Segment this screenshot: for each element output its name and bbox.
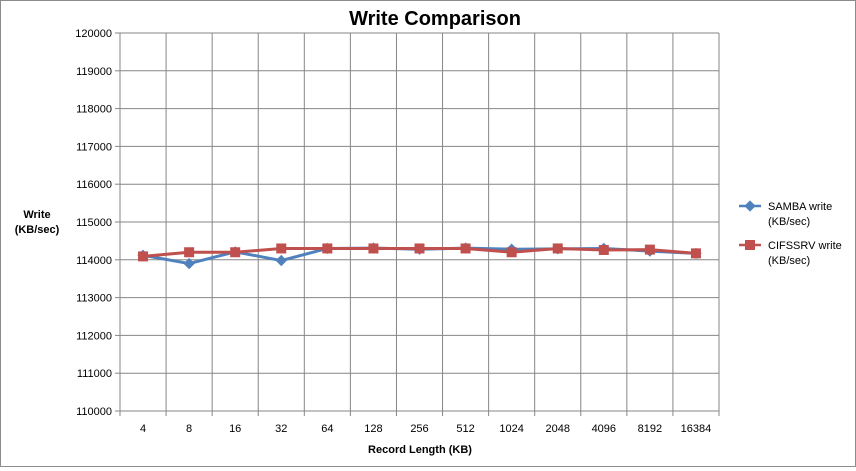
x-tick-label: 1024 [499, 423, 523, 435]
y-axis-title-line2: (KB/sec) [15, 224, 60, 236]
data-point [506, 247, 517, 258]
y-tick-label: 113000 [76, 293, 112, 305]
y-tick-label: 112000 [76, 330, 112, 342]
y-axis-title-line1: Write [23, 209, 50, 221]
data-point [414, 243, 425, 254]
x-tick-label: 8 [186, 423, 192, 435]
series-cifssrv [138, 243, 701, 262]
data-point [138, 251, 149, 262]
x-axis-ticks: 4 8 16 32 64 128 256 512 1024 2048 4096 8192 16384 [140, 423, 711, 435]
chart-title: Write Comparison [349, 8, 521, 30]
legend-cifssrv-label-line2: (KB/sec) [768, 255, 810, 267]
legend-cifssrv-marker [745, 240, 755, 250]
x-tick-label: 64 [321, 423, 333, 435]
legend-cifssrv-label-line1: CIFSSRV write [768, 240, 842, 252]
legend-samba-label-line2: (KB/sec) [768, 216, 810, 228]
data-point [276, 243, 287, 254]
data-point [644, 244, 655, 255]
y-tick-label: 114000 [76, 255, 112, 267]
data-point [183, 257, 195, 270]
x-axis-title: Record Length (KB) [368, 444, 472, 456]
data-point [184, 247, 195, 258]
gridlines [119, 32, 720, 416]
data-point [690, 248, 701, 259]
y-axis-ticks: 110000 111000 112000 113000 114000 115000 1160… [75, 28, 120, 418]
x-tick-label: 512 [456, 423, 474, 435]
data-point [275, 254, 287, 267]
series-layer [137, 242, 702, 270]
y-tick-label: 115000 [76, 217, 112, 229]
data-point [368, 243, 379, 254]
y-tick-label: 120000 [75, 28, 112, 40]
legend-samba-marker [744, 200, 756, 212]
y-tick-label: 117000 [76, 141, 112, 153]
data-point [598, 244, 609, 255]
y-tick-label: 119000 [76, 66, 112, 78]
x-tick-label: 32 [275, 423, 287, 435]
data-point [460, 243, 471, 254]
x-tick-label: 16384 [681, 423, 712, 435]
data-point [552, 243, 563, 254]
y-tick-label: 110000 [76, 406, 112, 418]
x-tick-label: 4096 [592, 423, 616, 435]
y-tick-label: 118000 [76, 104, 112, 116]
data-point [230, 247, 241, 258]
y-tick-label: 111000 [77, 368, 112, 380]
x-tick-label: 4 [140, 423, 146, 435]
y-tick-label: 116000 [76, 179, 112, 191]
x-tick-label: 8192 [638, 423, 662, 435]
legend-samba-label-line1: SAMBA write [768, 201, 832, 213]
x-tick-label: 16 [229, 423, 241, 435]
x-tick-label: 256 [410, 423, 428, 435]
legend: SAMBA write (KB/sec) CIFSSRV write (KB/s… [739, 200, 842, 267]
data-point [322, 243, 333, 254]
x-tick-label: 2048 [545, 423, 569, 435]
x-tick-label: 128 [364, 423, 382, 435]
